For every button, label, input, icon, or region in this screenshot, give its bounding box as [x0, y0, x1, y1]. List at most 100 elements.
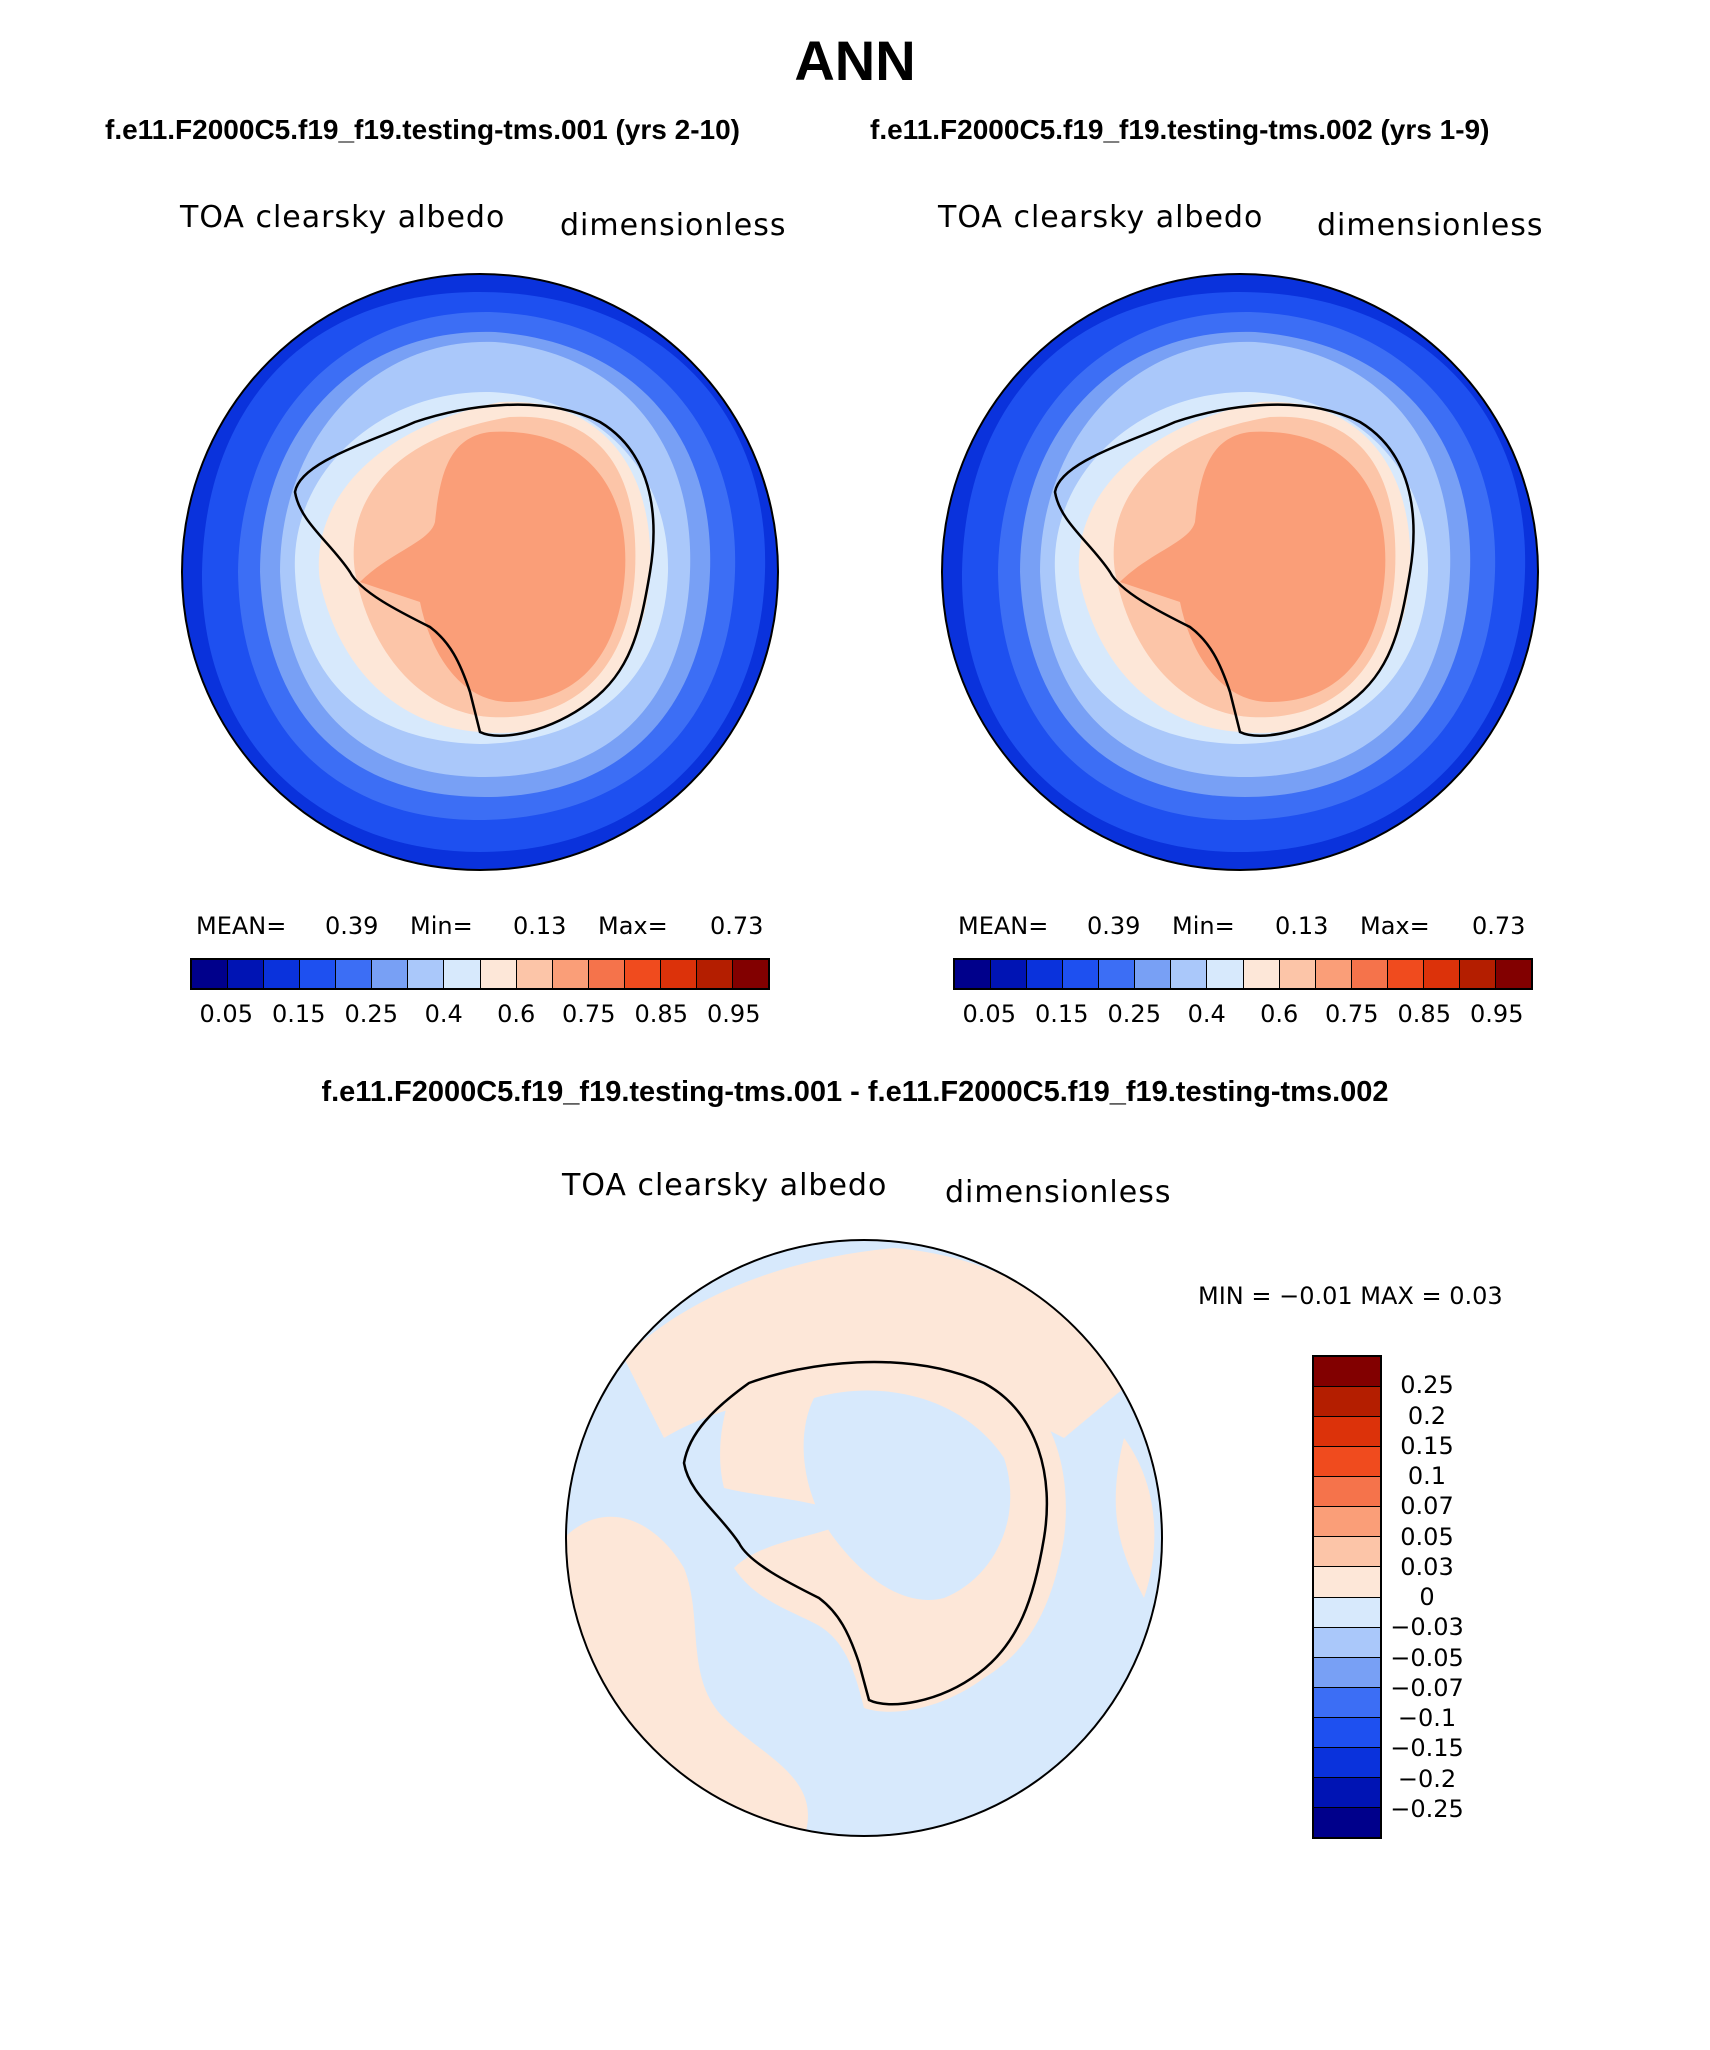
- difference-colorbar-swatch: [1314, 1717, 1380, 1748]
- panel1-colorbar-tick-label: 0.75: [562, 1000, 616, 1028]
- panel2-colorbar-swatch: [991, 960, 1028, 988]
- panel1-colorbar-swatch: [516, 960, 553, 988]
- panel1-colorbar-tick-label: 0.15: [272, 1000, 326, 1028]
- panel1-mean-label: MEAN=: [196, 912, 287, 940]
- panel1-colorbar-swatch: [732, 960, 768, 988]
- difference-colorbar-tick-label: −0.05: [1390, 1643, 1464, 1672]
- main-title: ANN: [794, 29, 916, 92]
- difference-colorbar-tick-label: −0.2: [1397, 1764, 1457, 1793]
- difference-colorbar-tick-label: −0.25: [1390, 1794, 1464, 1823]
- difference-colorbar-swatch: [1314, 1387, 1380, 1418]
- panel1-mean-value: 0.39: [325, 912, 379, 940]
- panel1-colorbar-tick-label: 0.05: [199, 1000, 253, 1028]
- panel1-colorbar-tick-label: 0.4: [424, 1000, 463, 1028]
- panel1-colorbar-swatch: [552, 960, 589, 988]
- difference-colorbar-tick-label: 0: [1419, 1583, 1435, 1611]
- difference-colorbar-tick-label: −0.1: [1397, 1704, 1457, 1732]
- panel2-colorbar-swatch: [1243, 960, 1280, 988]
- difference-colorbar-tick-label: −0.03: [1390, 1613, 1464, 1642]
- panel2-colorbar-tick-label: 0.05: [962, 1000, 1016, 1028]
- panel2-colorbar-swatch: [1207, 960, 1244, 988]
- diff-min-max: MIN = −0.01 MAX = 0.03: [1198, 1282, 1503, 1310]
- panel1-min-value: 0.13: [513, 912, 567, 940]
- panel1-colorbar-tick-label: 0.6: [497, 1000, 536, 1028]
- panel2-colorbar-swatch: [1423, 960, 1460, 988]
- diff-variable-label: TOA clearsky albedo: [562, 1168, 888, 1203]
- difference-colorbar-swatch: [1314, 1807, 1380, 1837]
- panel2-mean-label: MEAN=: [958, 912, 1049, 940]
- panel1-colorbar-swatch: [228, 960, 265, 988]
- panel1-colorbar-swatch: [480, 960, 517, 988]
- panel1-colorbar-swatch: [192, 960, 229, 988]
- difference-colorbar-swatch: [1314, 1597, 1380, 1628]
- panel1-map: [181, 273, 779, 871]
- difference-map: [565, 1239, 1163, 1837]
- panel2-map: [941, 273, 1539, 871]
- panel2-colorbar-tick-label: 0.85: [1397, 1000, 1451, 1028]
- left-case-title: f.e11.F2000C5.f19_f19.testing-tms.001 (y…: [105, 114, 740, 145]
- panel2-min-value: 0.13: [1275, 912, 1329, 940]
- panel1-colorbar-swatch: [408, 960, 445, 988]
- panel2-colorbar-swatch: [1099, 960, 1136, 988]
- panel1-colorbar-tick-label: 0.25: [344, 1000, 398, 1028]
- panel1-min-label: Min=: [410, 912, 473, 940]
- panel2-colorbar-tick-label: 0.75: [1325, 1000, 1379, 1028]
- panel2-colorbar: [953, 958, 1533, 990]
- difference-colorbar-swatch: [1314, 1417, 1380, 1448]
- difference-colorbar-swatch: [1314, 1627, 1380, 1658]
- panel2-colorbar-tick-label: 0.25: [1107, 1000, 1161, 1028]
- panel2-variable-label: TOA clearsky albedo: [938, 200, 1264, 235]
- panel1-colorbar-swatch: [696, 960, 733, 988]
- difference-colorbar-tick-label: −0.15: [1390, 1734, 1464, 1763]
- difference-colorbar-swatch: [1314, 1447, 1380, 1478]
- panel1-colorbar-swatch: [336, 960, 373, 988]
- panel1-units-label: dimensionless: [560, 208, 787, 243]
- panel2-units-label: dimensionless: [1317, 208, 1544, 243]
- panel2-colorbar-tick-label: 0.6: [1260, 1000, 1299, 1028]
- panel1-max-label: Max=: [598, 912, 668, 940]
- difference-colorbar-swatch: [1314, 1537, 1380, 1568]
- panel2-colorbar-swatch: [1279, 960, 1316, 988]
- panel1-colorbar-tick-label: 0.95: [707, 1000, 761, 1028]
- difference-colorbar-tick-label: 0.15: [1400, 1431, 1454, 1460]
- difference-colorbar-tick-label: −0.07: [1390, 1673, 1464, 1702]
- panel2-min-label: Min=: [1172, 912, 1235, 940]
- panel1-colorbar-tick-label: 0.85: [634, 1000, 688, 1028]
- panel1-colorbar-swatch: [660, 960, 697, 988]
- panel2-colorbar-swatch: [1315, 960, 1352, 988]
- panel2-colorbar-swatch: [1063, 960, 1100, 988]
- panel2-colorbar-tick-label: 0.4: [1187, 1000, 1226, 1028]
- difference-colorbar: [1312, 1355, 1382, 1839]
- difference-colorbar-tick-label: 0.2: [1407, 1401, 1447, 1430]
- panel2-colorbar-swatch: [1459, 960, 1496, 988]
- panel1-colorbar-swatch: [444, 960, 481, 988]
- panel2-colorbar-tick-label: 0.95: [1470, 1000, 1524, 1028]
- panel2-colorbar-swatch: [955, 960, 992, 988]
- panel2-colorbar-swatch: [1027, 960, 1064, 988]
- difference-colorbar-swatch: [1314, 1747, 1380, 1778]
- difference-colorbar-tick-label: 0.07: [1400, 1492, 1454, 1521]
- panel1-max-value: 0.73: [710, 912, 764, 940]
- difference-colorbar-tick-label: 0.03: [1400, 1552, 1454, 1581]
- panel2-colorbar-swatch: [1171, 960, 1208, 988]
- difference-colorbar-swatch: [1314, 1357, 1380, 1388]
- diff-units-label: dimensionless: [945, 1175, 1172, 1210]
- difference-colorbar-swatch: [1314, 1507, 1380, 1538]
- panel2-colorbar-swatch: [1387, 960, 1424, 988]
- panel1-colorbar: [190, 958, 770, 990]
- panel1-colorbar-swatch: [588, 960, 625, 988]
- difference-colorbar-swatch: [1314, 1567, 1380, 1598]
- panel2-colorbar-swatch: [1495, 960, 1531, 988]
- panel2-max-label: Max=: [1360, 912, 1430, 940]
- difference-colorbar-tick-label: 0.05: [1400, 1522, 1454, 1551]
- panel1-colorbar-swatch: [372, 960, 409, 988]
- difference-colorbar-tick-label: 0.1: [1407, 1462, 1447, 1490]
- difference-colorbar-swatch: [1314, 1477, 1380, 1508]
- difference-title: f.e11.F2000C5.f19_f19.testing-tms.001 - …: [321, 1076, 1389, 1108]
- difference-colorbar-tick-label: 0.25: [1400, 1371, 1454, 1400]
- difference-colorbar-swatch: [1314, 1687, 1380, 1718]
- panel1-colorbar-swatch: [264, 960, 301, 988]
- panel1-colorbar-swatch: [624, 960, 661, 988]
- difference-colorbar-swatch: [1314, 1777, 1380, 1808]
- panel2-colorbar-swatch: [1351, 960, 1388, 988]
